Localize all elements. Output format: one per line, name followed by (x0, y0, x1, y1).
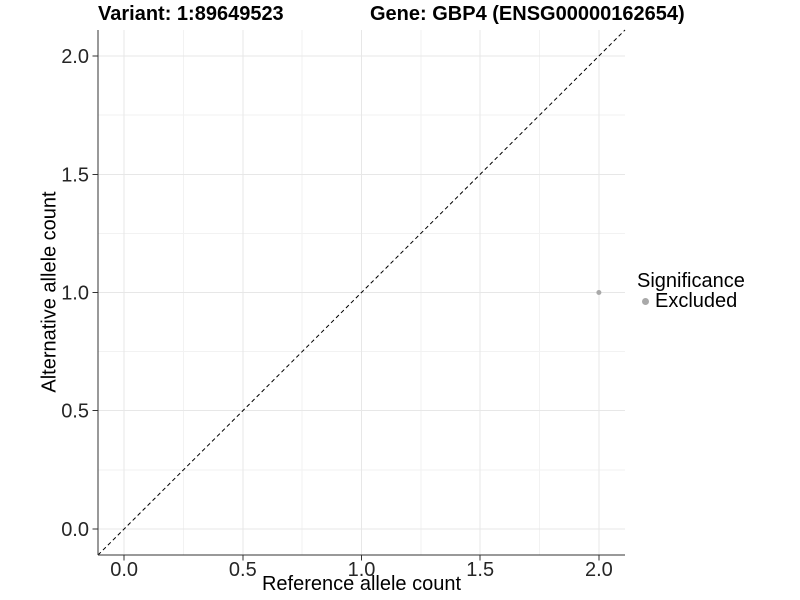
y-tick-label: 0.5 (61, 401, 89, 423)
y-axis-title: Alternative allele count (38, 191, 61, 393)
y-tick-label: 1.0 (61, 283, 89, 305)
legend-title: Significance (637, 270, 745, 292)
legend-item: Excluded (642, 290, 745, 312)
x-tick-label: 2.0 (585, 559, 613, 581)
data-point (596, 290, 602, 295)
legend-items: Excluded (637, 290, 745, 312)
identity-line (97, 29, 626, 556)
x-tick-label: 0.0 (110, 559, 138, 581)
y-tick-label: 1.5 (61, 164, 89, 186)
x-axis-title: Reference allele count (261, 573, 461, 595)
chart-title-gene: Gene: GBP4 (ENSG00000162654) (370, 3, 685, 25)
x-tick-label: 1.0 (348, 559, 376, 581)
x-tick-label: 0.5 (229, 559, 257, 581)
y-tick-label: 2.0 (61, 46, 89, 68)
y-tick-label: 0.0 (61, 519, 89, 541)
x-tick-label: 1.5 (466, 559, 494, 581)
legend-item-label: Excluded (655, 290, 738, 312)
chart-title-variant: Variant: 1:89649523 (98, 3, 284, 25)
legend-point-icon (642, 298, 649, 305)
legend: Significance Excluded (637, 270, 745, 312)
